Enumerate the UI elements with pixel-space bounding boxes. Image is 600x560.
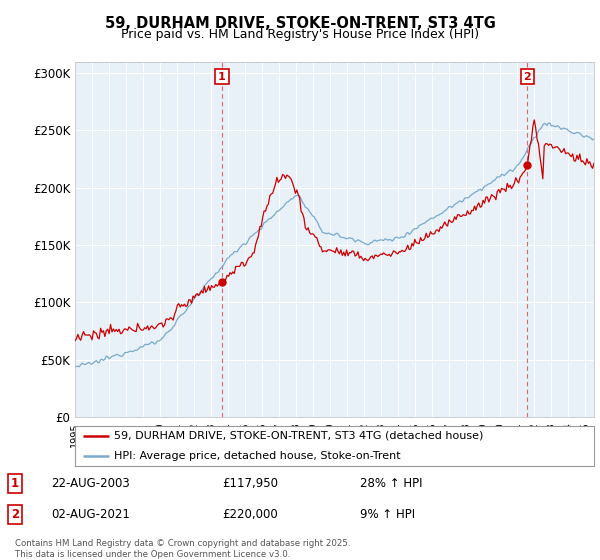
Text: 02-AUG-2021: 02-AUG-2021 — [51, 507, 130, 521]
Text: HPI: Average price, detached house, Stoke-on-Trent: HPI: Average price, detached house, Stok… — [114, 451, 401, 461]
Text: 59, DURHAM DRIVE, STOKE-ON-TRENT, ST3 4TG (detached house): 59, DURHAM DRIVE, STOKE-ON-TRENT, ST3 4T… — [114, 431, 484, 441]
Text: 9% ↑ HPI: 9% ↑ HPI — [360, 507, 415, 521]
Text: This data is licensed under the Open Government Licence v3.0.: This data is licensed under the Open Gov… — [15, 550, 290, 559]
Text: Contains HM Land Registry data © Crown copyright and database right 2025.: Contains HM Land Registry data © Crown c… — [15, 539, 350, 548]
Text: £117,950: £117,950 — [222, 477, 278, 491]
Text: 28% ↑ HPI: 28% ↑ HPI — [360, 477, 422, 491]
Text: £220,000: £220,000 — [222, 507, 278, 521]
Text: 1: 1 — [11, 477, 19, 491]
Text: 22-AUG-2003: 22-AUG-2003 — [51, 477, 130, 491]
Text: 59, DURHAM DRIVE, STOKE-ON-TRENT, ST3 4TG: 59, DURHAM DRIVE, STOKE-ON-TRENT, ST3 4T… — [104, 16, 496, 31]
Text: 2: 2 — [523, 72, 531, 82]
Text: 1: 1 — [218, 72, 226, 82]
Text: 2: 2 — [11, 507, 19, 521]
Text: Price paid vs. HM Land Registry's House Price Index (HPI): Price paid vs. HM Land Registry's House … — [121, 28, 479, 41]
